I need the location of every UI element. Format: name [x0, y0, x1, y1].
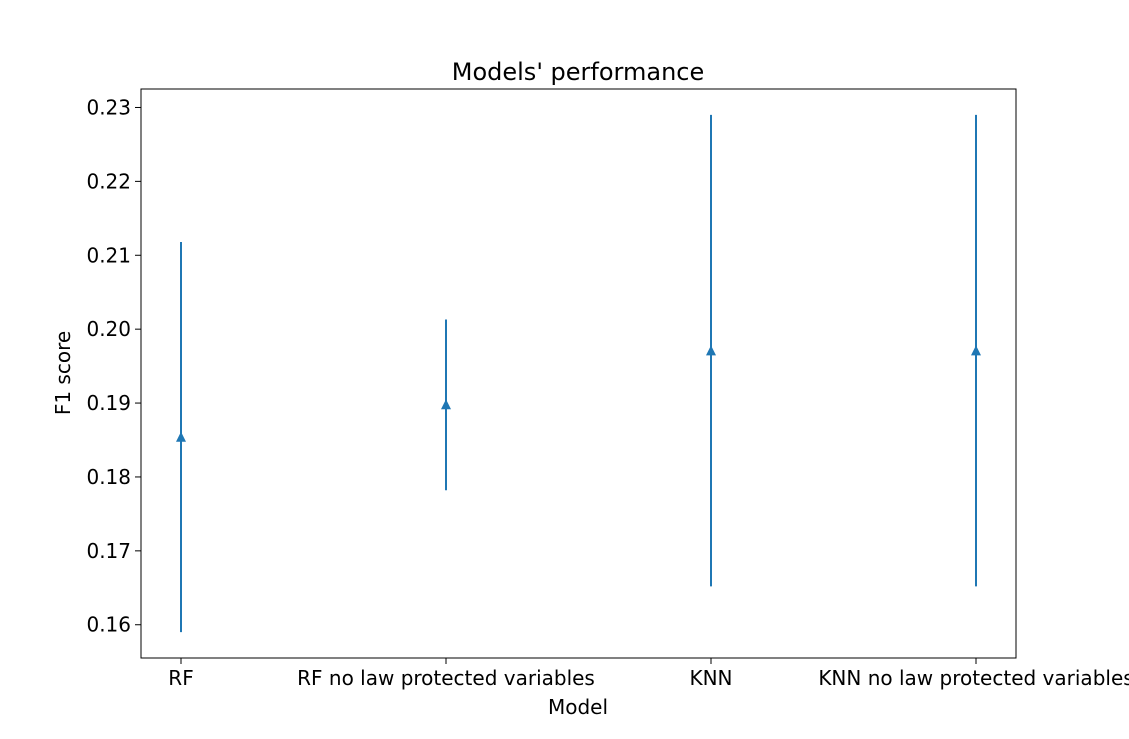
- data-point-marker: [176, 431, 186, 442]
- y-axis-ticks: 0.16 0.17 0.18 0.19 0.20 0.21 0.22 0.23: [86, 95, 141, 637]
- data-point-marker: [971, 345, 981, 356]
- x-axis-ticks: RF RF no law protected variables KNN KNN no…: [168, 658, 1129, 690]
- y-tick-label: 0.16: [86, 613, 131, 637]
- x-tick-label: KNN: [689, 666, 732, 690]
- x-tick-label: KNN no law protected variables: [818, 666, 1129, 690]
- x-tick-label: RF no law protected variables: [297, 666, 595, 690]
- data-point-marker: [706, 345, 716, 356]
- x-axis-label: Model: [548, 695, 608, 719]
- y-tick-label: 0.19: [86, 391, 131, 415]
- y-tick-label: 0.22: [86, 169, 131, 193]
- data-point-marker: [441, 399, 451, 410]
- chart-title: Models' performance: [452, 58, 705, 86]
- y-tick-label: 0.21: [86, 243, 131, 267]
- plot-area-frame: [140, 88, 1017, 659]
- error-bars: [176, 114, 981, 633]
- x-tick-label: RF: [168, 666, 193, 690]
- y-tick-label: 0.20: [86, 317, 131, 341]
- y-tick-label: 0.23: [86, 95, 131, 119]
- y-tick-label: 0.18: [86, 465, 131, 489]
- y-tick-label: 0.17: [86, 539, 131, 563]
- y-axis-label: F1 score: [51, 331, 75, 415]
